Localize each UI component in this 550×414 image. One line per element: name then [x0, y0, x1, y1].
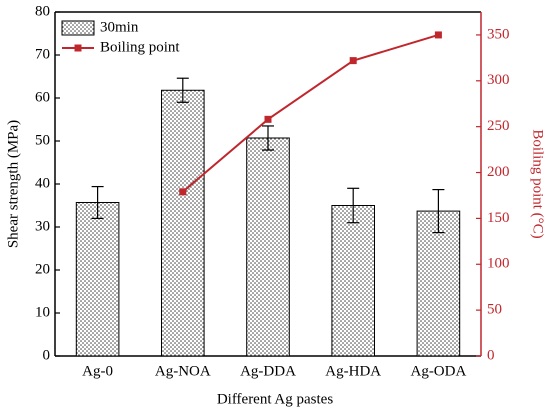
x-tick-label: Ag-DDA [240, 363, 296, 379]
y-tick-label: 10 [35, 304, 50, 320]
marker [179, 188, 187, 196]
x-tick-label: Ag-HDA [325, 363, 381, 379]
y-tick-label: 20 [35, 261, 50, 277]
legend-label: 30min [100, 19, 139, 35]
bar [416, 210, 461, 357]
bar [161, 89, 205, 357]
y2-axis-label: Boiling point (°C) [530, 129, 546, 238]
y-tick-label: 0 [43, 347, 51, 363]
bar [246, 137, 290, 357]
line [182, 33, 439, 193]
legend-label: Boiling point [100, 39, 180, 55]
y2-tick-label: 250 [487, 118, 510, 134]
y2-tick-label: 100 [487, 256, 510, 272]
y-tick-label: 30 [35, 218, 50, 234]
y-axis-label: Shear strength (MPa) [5, 120, 21, 248]
marker [349, 57, 357, 65]
y-tick-label: 80 [35, 3, 50, 19]
x-tick-label: Ag-ODA [410, 363, 466, 379]
y-tick-label: 40 [35, 175, 50, 191]
marker [264, 115, 272, 123]
legend-swatch [74, 44, 82, 52]
y-tick-label: 50 [35, 132, 50, 148]
bar [331, 205, 375, 357]
y2-tick-label: 50 [487, 302, 502, 318]
y-tick-label: 60 [35, 89, 50, 105]
y2-tick-label: 350 [487, 26, 510, 42]
y2-tick-label: 200 [487, 164, 510, 180]
y2-tick-label: 150 [487, 210, 510, 226]
x-tick-label: Ag-0 [82, 363, 113, 379]
y-tick-label: 70 [35, 46, 50, 62]
legend-swatch [61, 20, 95, 36]
y2-tick-label: 0 [487, 347, 495, 363]
x-tick-label: Ag-NOA [155, 363, 211, 379]
bar [75, 201, 120, 357]
x-axis-label: Different Ag pastes [217, 391, 334, 407]
y2-tick-label: 300 [487, 72, 510, 88]
marker [434, 31, 442, 39]
